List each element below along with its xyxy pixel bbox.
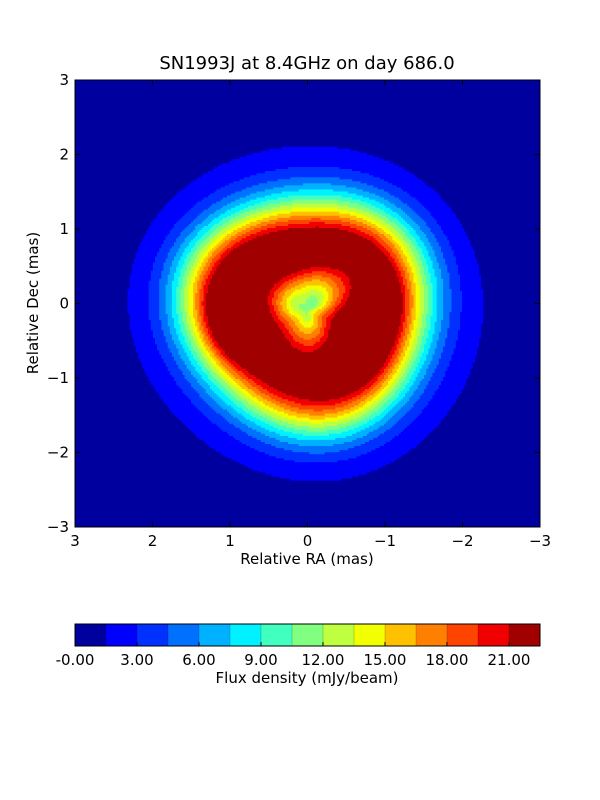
colorbar-tick-label: 3.00 bbox=[120, 651, 153, 669]
colorbar-tick-label: 15.00 bbox=[364, 651, 407, 669]
x-tick-label: 3 bbox=[70, 532, 80, 550]
colorbar-ticks: -0.00 3.00 6.00 9.00 12.00 15.00 18.00 21.00 bbox=[56, 642, 531, 669]
y-tick-label: −2 bbox=[47, 444, 69, 462]
colorbar-frame bbox=[74, 623, 541, 647]
x-ticks: 3 2 1 0 −1 −2 −3 bbox=[70, 80, 551, 550]
x-tick-label: −2 bbox=[451, 532, 473, 550]
colorbar-tick-label: 12.00 bbox=[302, 651, 345, 669]
colorbar-cell bbox=[106, 624, 138, 646]
y-tick-label: 2 bbox=[59, 146, 69, 164]
colorbar-cell bbox=[323, 624, 355, 646]
colorbar-tick-label: -0.00 bbox=[56, 651, 95, 669]
y-tick-label: 1 bbox=[59, 220, 69, 238]
colorbar-cell bbox=[354, 624, 386, 646]
colorbar-tick-label: 21.00 bbox=[488, 651, 531, 669]
chart-title: SN1993J at 8.4GHz on day 686.0 bbox=[159, 53, 454, 74]
colorbar-tick-label: 6.00 bbox=[182, 651, 215, 669]
colorbar-cell bbox=[478, 624, 510, 646]
colorbar-cell bbox=[199, 624, 231, 646]
colorbar-cell bbox=[261, 624, 293, 646]
colorbar-label: Flux density (mJy/beam) bbox=[216, 669, 399, 687]
colorbar-tick-label: 9.00 bbox=[244, 651, 277, 669]
colorbar-cell bbox=[75, 624, 107, 646]
x-tick-label: 2 bbox=[148, 532, 158, 550]
colorbar-tick-label: 18.00 bbox=[426, 651, 469, 669]
colorbar-cell bbox=[447, 624, 479, 646]
x-tick-label: 1 bbox=[225, 532, 235, 550]
y-tick-label: 3 bbox=[59, 71, 69, 89]
x-axis-label: Relative RA (mas) bbox=[240, 550, 373, 568]
colorbar-cell bbox=[292, 624, 324, 646]
colorbar: -0.00 3.00 6.00 9.00 12.00 15.00 18.00 21.00 bbox=[56, 623, 541, 669]
y-axis-label: Relative Dec (mas) bbox=[24, 232, 42, 374]
y-ticks: −3 −2 −1 0 1 2 3 bbox=[47, 71, 540, 536]
x-tick-label: −1 bbox=[374, 532, 396, 550]
colorbar-cell bbox=[509, 624, 541, 646]
colorbar-cells bbox=[75, 624, 541, 646]
plot-area: 3 2 1 0 −1 −2 −3 −3 −2 −1 0 1 2 3 bbox=[47, 71, 551, 550]
colorbar-cell bbox=[385, 624, 417, 646]
colorbar-cell bbox=[230, 624, 262, 646]
y-tick-label: −3 bbox=[47, 518, 69, 536]
colorbar-cell bbox=[416, 624, 448, 646]
x-tick-label: −3 bbox=[529, 532, 551, 550]
contour-layers bbox=[127, 146, 484, 481]
colorbar-cell bbox=[168, 624, 200, 646]
y-tick-label: −1 bbox=[47, 369, 69, 387]
colorbar-cell bbox=[137, 624, 169, 646]
contour-level-14 bbox=[205, 226, 403, 402]
y-tick-label: 0 bbox=[59, 295, 69, 313]
x-tick-label: 0 bbox=[303, 532, 313, 550]
